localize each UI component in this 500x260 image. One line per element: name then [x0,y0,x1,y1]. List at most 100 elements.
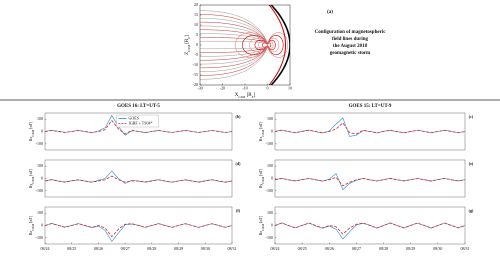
series-line [274,222,466,235]
axis-label: XGSM [RE] [235,93,256,99]
panel-label: (c) [469,114,474,119]
panel-label: (g) [469,208,474,213]
axis-label: BxGSM [nT] [28,121,35,141]
axis-label-part: [R [185,38,190,45]
y-tick-label: -100 [36,141,43,146]
y-tick-label: 100 [37,210,43,215]
x-tick-label: 08/28 [147,246,156,251]
x-tick-label: 08/29 [174,246,183,251]
axis-label-part: GSM [187,45,191,52]
axis-label-part: GSM [31,177,35,184]
axis-label-part: [nT] [258,168,263,177]
axis-label-part: GSM [238,95,245,99]
y-tick-label: -5 [195,52,198,57]
panel-label: (b) [236,114,242,119]
y-tick-label: 0 [196,42,198,47]
x-tick-label: 08/27 [352,246,361,251]
tail-line [200,46,268,76]
axis-label: BxGSM [nT] [258,121,265,141]
tail-line [200,46,268,50]
axis-label-part: GSM [261,177,265,184]
y-tick-label: 0 [41,175,43,180]
series-line [44,223,233,238]
axis-label-part: Z [185,52,190,55]
axis-label-part: [R [245,93,252,98]
panel-label: (e) [469,161,474,166]
x-tick-label: 08/31 [460,246,469,251]
tail-line [200,46,268,80]
tail-line [200,10,268,44]
tail-line [200,40,268,44]
axis-label-part: [nT] [28,168,33,177]
y-tick-label: 100 [267,210,273,215]
axis-label-part: Bx [258,137,263,142]
y-tick-label: 20 [194,2,198,7]
y-tick-label: -15 [193,72,198,77]
x-tick-label: 08/27 [121,246,130,251]
dipole-line [249,37,268,53]
dipole-line [258,41,268,49]
y-tick-label: 100 [267,116,273,121]
y-tick-label: 100 [37,116,43,121]
series-line [44,175,233,183]
x-tick-label: 08/25 [67,246,76,251]
y-tick-label: 5 [196,32,198,37]
column-title: GOES 16: LT=UT-5 [117,104,160,109]
axis-label-part: GSM [31,130,35,137]
y-tick-label: 10 [194,22,198,27]
column-title: GOES 15: LT=UT-9 [349,104,392,109]
x-tick-label: 08/29 [406,246,415,251]
x-tick-label: 08/28 [379,246,388,251]
axis-label: ByGSM [nT] [258,168,265,188]
y-tick-label: -10 [193,62,198,67]
x-tick-label: -30 [197,85,202,90]
axis-label: ByGSM [nT] [28,168,35,188]
axis-label-part: E [187,37,191,39]
axis-label: BzGSM [nT] [28,215,35,235]
series-line [44,119,233,135]
axis-label-part: GSM [261,130,265,137]
field-lines [200,5,290,85]
x-tick-label: 08/24 [40,246,49,251]
axis-label-part: [nT] [258,121,263,130]
y-tick-label: 0 [271,222,273,227]
x-tick-label: -20 [220,85,225,90]
axis-label-part: [nT] [28,121,33,130]
x-tick-label: 08/26 [94,246,103,251]
tail-line [200,37,268,44]
legend-label: IGRF + TS04* [129,120,153,125]
x-tick-label: 08/26 [325,246,334,251]
axis-label-part: ] [185,35,190,37]
inner-boundary [268,5,287,85]
y-tick-label: 0 [41,222,43,227]
y-tick-label: -100 [36,235,43,240]
panel-label: (a) [327,10,333,15]
y-tick-label: -100 [36,188,43,193]
x-tick-label: 10 [288,85,292,90]
dipole-line [261,42,268,48]
axis-label: ZGSM [RE] [185,35,191,55]
axis-label: BzGSM [nT] [258,215,265,235]
series-line [274,122,466,135]
axis-label-part: X [235,93,239,98]
x-tick-label: 0 [267,85,269,90]
series-line [274,176,466,187]
x-tick-label: 08/25 [298,246,307,251]
legend-box [116,114,159,128]
x-tick-label: 08/24 [270,246,279,251]
y-tick-label: 0 [271,128,273,133]
dipole-line [241,34,268,56]
y-tick-label: -100 [266,141,273,146]
axis-label-part: By [28,184,33,189]
magnetopause [270,5,290,85]
annotation: Configuration of magnetospheric [315,30,387,35]
x-tick-label: 08/30 [201,246,210,251]
tail-line [200,14,268,44]
x-tick-label: -10 [242,85,247,90]
dipole-line [267,32,289,58]
annotation: field lines during [332,37,369,42]
axis-label-part: Bx [28,137,33,142]
axis-label-part: GSM [31,224,35,231]
